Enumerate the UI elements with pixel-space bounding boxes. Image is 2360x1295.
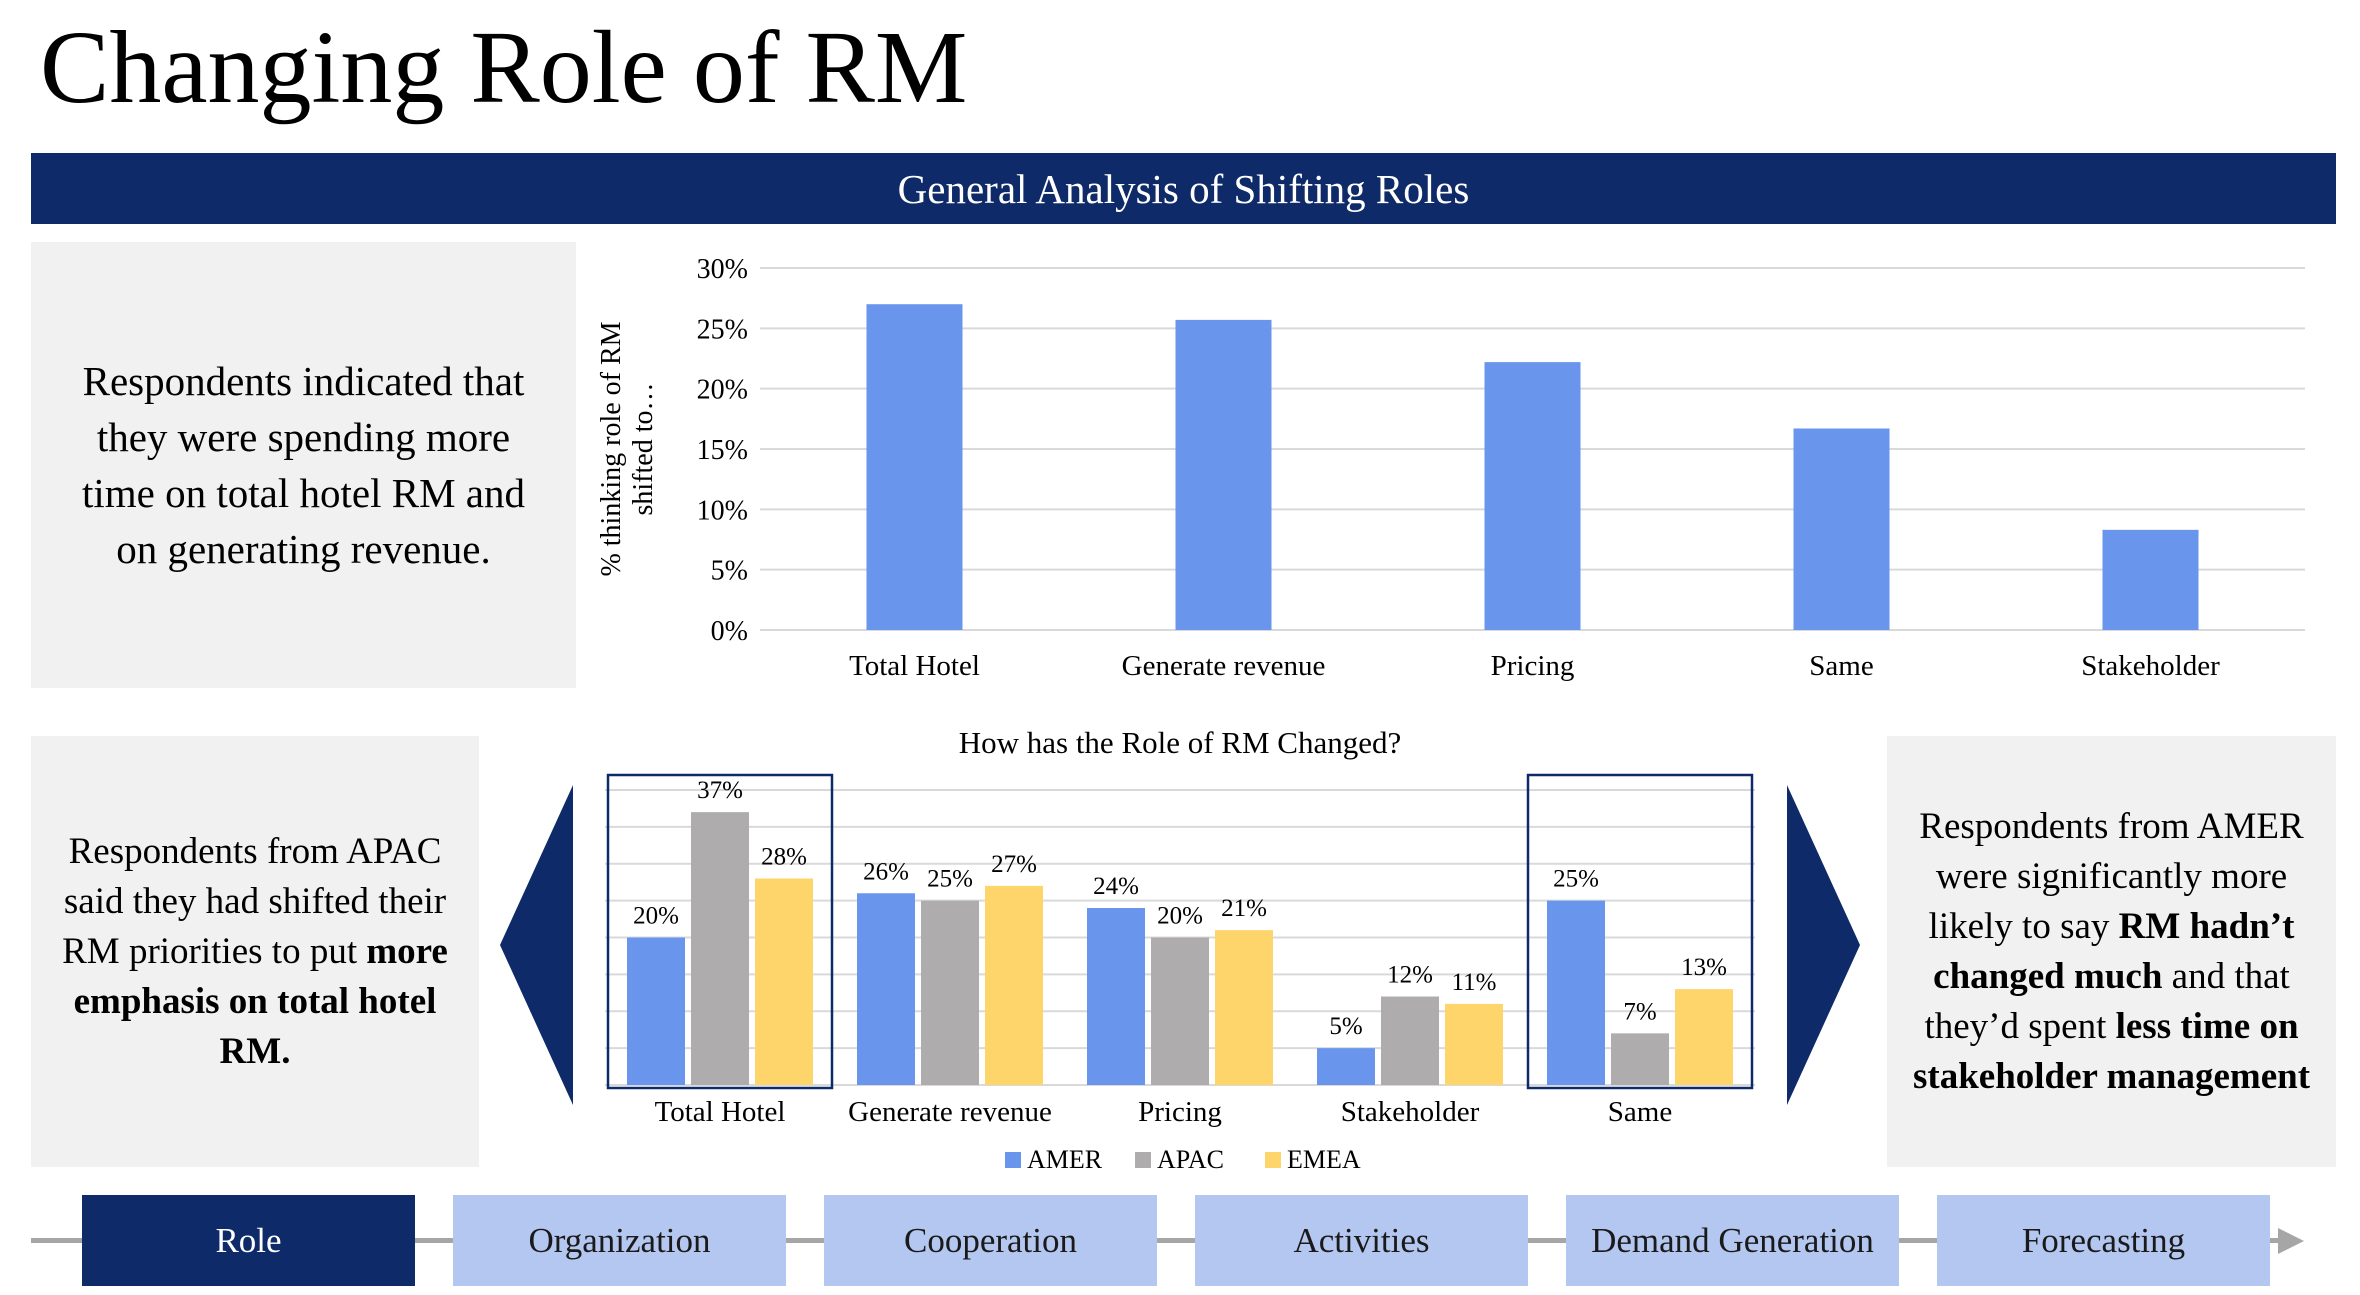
data-label: 25% — [1553, 866, 1599, 893]
x-tick-label: Total Hotel — [655, 1096, 786, 1128]
nav-tab-activities[interactable]: Activities — [1195, 1195, 1528, 1286]
data-label: 27% — [991, 851, 1037, 878]
bar — [1151, 937, 1209, 1085]
bar — [921, 900, 979, 1085]
page-title: Changing Role of RM — [40, 10, 968, 125]
data-label: 20% — [633, 903, 679, 930]
x-tick-label: Generate revenue — [1122, 650, 1326, 682]
legend-swatch — [1265, 1152, 1281, 1168]
left-pointer-icon — [500, 785, 573, 1105]
summary-panel: Respondents indicated that they were spe… — [31, 242, 576, 688]
x-tick-label: Pricing — [1491, 650, 1575, 682]
role-change-by-region-chart: How has the Role of RM Changed? 20% 37% 28%… — [500, 725, 1860, 1174]
bar — [1381, 996, 1439, 1085]
data-label: 21% — [1221, 895, 1267, 922]
highlight-box — [1526, 773, 1754, 1090]
bar — [1484, 362, 1581, 630]
data-label: 5% — [1329, 1013, 1362, 1040]
y-tick-label: 10% — [697, 495, 748, 526]
bar — [691, 812, 749, 1085]
y-axis-label: % thinking role of RM shifted to… — [596, 321, 659, 576]
amer-insight-text-1: Respondents from AMER were significantly… — [1919, 805, 2304, 947]
chart-title: How has the Role of RM Changed? — [959, 725, 1402, 760]
legend-label: APAC — [1157, 1145, 1224, 1174]
nav-tab-forecasting[interactable]: Forecasting — [1937, 1195, 2270, 1286]
data-label: 11% — [1452, 969, 1497, 996]
right-pointer-icon — [1787, 785, 1860, 1105]
y-tick-label: 20% — [697, 375, 748, 406]
bar — [1793, 428, 1890, 630]
y-tick-label: 5% — [711, 556, 748, 587]
x-tick-label: Stakeholder — [2081, 650, 2220, 682]
nav-tab-role[interactable]: Role — [82, 1195, 415, 1286]
y-tick-label: 25% — [697, 314, 748, 345]
x-tick-label: Same — [1809, 650, 1873, 682]
bar — [985, 885, 1043, 1085]
legend-swatch — [1005, 1152, 1021, 1168]
shifting-roles-chart: 0% 5% 10% 15% 20% 25% 30% Total Hotel Generate r… — [596, 254, 2305, 682]
data-label: 12% — [1387, 962, 1433, 989]
bar — [755, 878, 813, 1085]
y-tick-label: 15% — [697, 435, 748, 466]
highlight-box — [606, 773, 834, 1090]
bar — [2102, 529, 2199, 630]
nav-arrow-icon — [2278, 1228, 2304, 1254]
legend-label: EMEA — [1287, 1145, 1361, 1174]
apac-insight-emphasis: more emphasis on total hotel RM. — [73, 930, 448, 1072]
bar — [1175, 319, 1272, 630]
amer-insight-emphasis-2: less time on stakeholder management — [1912, 1005, 2311, 1097]
bar — [1611, 1033, 1669, 1085]
data-label: 24% — [1093, 873, 1139, 900]
data-label: 7% — [1623, 998, 1656, 1025]
section-banner: General Analysis of Shifting Roles — [31, 153, 2336, 224]
x-tick-label: Pricing — [1138, 1096, 1222, 1128]
bar — [1317, 1048, 1375, 1085]
data-label: 37% — [697, 777, 743, 804]
x-tick-label: Stakeholder — [1341, 1096, 1480, 1128]
data-label: 20% — [1157, 903, 1203, 930]
bar — [627, 937, 685, 1085]
data-label: 13% — [1681, 954, 1727, 981]
x-tick-label: Same — [1608, 1096, 1672, 1128]
y-axis-label-line: % thinking role of RM — [596, 321, 627, 576]
x-tick-label: Total Hotel — [849, 650, 980, 682]
nav-tab-organization[interactable]: Organization — [453, 1195, 786, 1286]
nav-tab-cooperation[interactable]: Cooperation — [824, 1195, 1157, 1286]
y-tick-label: 30% — [697, 254, 748, 285]
x-tick-label: Generate revenue — [848, 1096, 1052, 1128]
bar — [1445, 1003, 1503, 1085]
bar — [1215, 930, 1273, 1085]
y-tick-label: 0% — [711, 616, 748, 647]
amer-insight-panel: Respondents from AMER were significantly… — [1887, 736, 2336, 1167]
data-label: 26% — [863, 858, 909, 885]
y-axis-label-line: shifted to… — [628, 383, 659, 516]
legend-label: AMER — [1027, 1145, 1103, 1174]
bar — [1547, 900, 1605, 1085]
section-navigation: Role Organization Cooperation Activities… — [0, 1185, 2360, 1295]
bar — [1675, 989, 1733, 1085]
bar — [866, 304, 963, 630]
nav-tab-demand-generation[interactable]: Demand Generation — [1566, 1195, 1899, 1286]
apac-insight-text: Respondents from APAC said they had shif… — [62, 830, 447, 972]
bar — [1087, 908, 1145, 1085]
amer-insight-emphasis-1: RM hadn’t changed much — [1933, 905, 2295, 997]
summary-text: Respondents indicated that they were spe… — [82, 358, 525, 572]
data-label: 28% — [761, 844, 807, 871]
amer-insight-text-2: and that they’d spent — [1924, 955, 2290, 1047]
data-label: 25% — [927, 866, 973, 893]
apac-insight-panel: Respondents from APAC said they had shif… — [31, 736, 479, 1167]
bar — [857, 893, 915, 1085]
legend-swatch — [1135, 1152, 1151, 1168]
